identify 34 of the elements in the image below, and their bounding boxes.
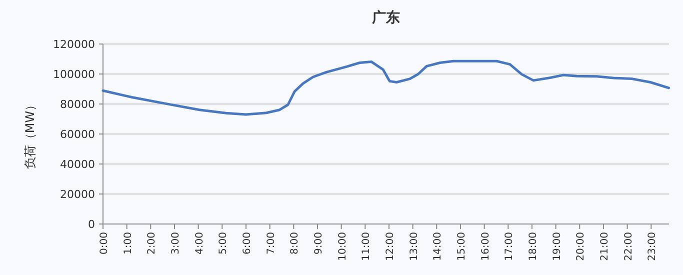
y-tick-label: 60000 (60, 128, 95, 141)
y-tick-label: 80000 (60, 98, 95, 111)
x-tick-label: 7:00 (266, 232, 277, 254)
x-tick-label: 3:00 (170, 232, 182, 254)
y-tick-label: 20000 (60, 188, 95, 201)
x-tick-label: 5:00 (218, 232, 230, 254)
x-tick-label: 15:00 (456, 232, 468, 261)
x-tick-label: 13:00 (408, 232, 420, 261)
line-series (102, 60, 670, 116)
x-tick-label: 18:00 (528, 232, 539, 261)
x-tick-label: 2:00 (146, 232, 158, 254)
y-tick-label: 100000 (53, 68, 95, 81)
x-tick-label: 4:00 (194, 232, 206, 254)
y-tick-label: 40000 (60, 158, 95, 171)
x-tick-label: 6:00 (242, 232, 253, 254)
y-tick-label: 120000 (53, 38, 95, 51)
x-tick-label: 17:00 (504, 232, 516, 261)
x-tick-label: 11:00 (361, 232, 372, 261)
x-tick-label: 0:00 (99, 232, 110, 254)
y-axis-title: 负荷（MW） (23, 98, 37, 170)
chart-title: 广东 (371, 9, 400, 26)
x-tick-label: 16:00 (480, 232, 492, 261)
x-tick-label: 21:00 (599, 232, 610, 261)
x-tick-label: 20:00 (576, 232, 587, 261)
x-tick-label: 12:00 (384, 232, 396, 261)
x-tick-label: 9:00 (313, 232, 324, 254)
x-tick-label: 1:00 (122, 232, 134, 254)
x-tick-label: 23:00 (647, 232, 658, 261)
y-tick-label: 0 (88, 218, 95, 231)
x-tick-label: 22:00 (623, 232, 634, 261)
x-tick-label: 19:00 (552, 232, 563, 261)
x-tick-label: 14:00 (432, 232, 444, 261)
x-tick-label: 10:00 (337, 232, 348, 261)
x-tick-label: 8:00 (290, 232, 301, 254)
